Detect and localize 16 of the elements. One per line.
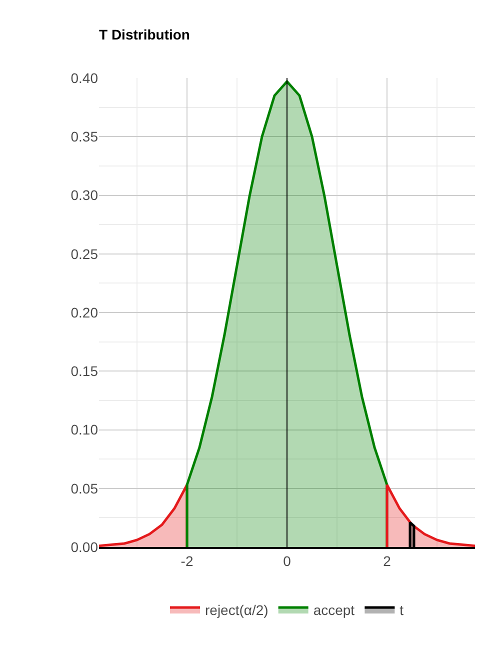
x-tick-label: 2 — [383, 552, 392, 569]
y-tick-label: 0.10 — [70, 422, 98, 438]
y-tick-label: 0.20 — [70, 304, 98, 320]
y-tick-label: 0.15 — [70, 363, 98, 380]
legend-label: t — [400, 602, 404, 618]
x-tick-label: 0 — [283, 552, 292, 569]
y-tick-label: 0.40 — [70, 70, 98, 86]
legend-label: accept — [313, 602, 355, 618]
legend-label: reject(α/2) — [205, 602, 268, 618]
y-tick-label: 0.05 — [70, 480, 98, 496]
y-tick-label: 0.25 — [70, 246, 98, 262]
y-tick-label: 0.35 — [70, 128, 98, 145]
chart-title: T Distribution — [99, 26, 190, 43]
x-tick-label: -2 — [180, 552, 194, 569]
y-tick-label: 0.00 — [70, 538, 98, 555]
y-tick-label: 0.30 — [70, 187, 98, 204]
